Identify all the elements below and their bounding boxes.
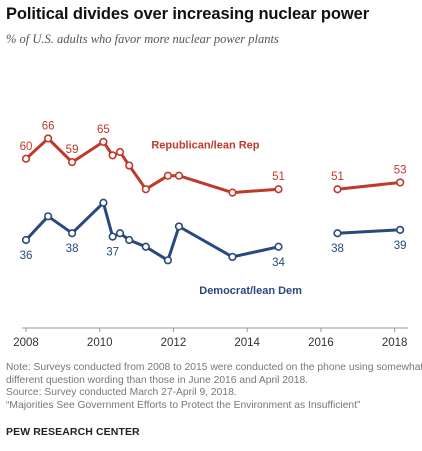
republican-series-line bbox=[336, 181, 402, 191]
republican-data-label: 60 bbox=[20, 141, 33, 153]
democrat-data-label: 39 bbox=[394, 240, 407, 252]
democrat-data-point bbox=[163, 256, 173, 265]
democrat-data-point bbox=[174, 222, 184, 231]
republican-data-point bbox=[163, 171, 173, 180]
x-tick-label: 2014 bbox=[234, 337, 260, 349]
line-chart: 2008 2010 2012 2014 2016 2018 60 66 59 65 51 51 53 36… bbox=[13, 120, 408, 349]
republican-data-label: 59 bbox=[66, 144, 79, 156]
source-line: Source: Survey conducted March 27-April … bbox=[6, 387, 237, 399]
source-label: PEW RESEARCH CENTER bbox=[6, 426, 140, 438]
democrat-data-point bbox=[115, 229, 125, 238]
chart-title: Political divides over increasing nuclea… bbox=[6, 5, 370, 23]
republican-data-label: 51 bbox=[331, 171, 344, 183]
republican-data-label: 65 bbox=[97, 124, 110, 136]
democrat-series-label: Democrat/lean Dem bbox=[199, 285, 302, 297]
republican-data-point bbox=[274, 185, 283, 194]
republican-data-point bbox=[396, 178, 405, 187]
democrat-data-label: 38 bbox=[66, 243, 79, 255]
democrat-data-label: 37 bbox=[106, 247, 119, 259]
republican-series-label: Republican/lean Rep bbox=[151, 140, 259, 152]
democrat-data-point bbox=[141, 242, 150, 251]
x-tick-label: 2012 bbox=[161, 337, 187, 349]
x-tick-label: 2016 bbox=[308, 337, 334, 349]
chart-subtitle: % of U.S. adults who favor more nuclear … bbox=[6, 32, 279, 46]
republican-data-point bbox=[108, 151, 117, 160]
republican-data-point bbox=[174, 171, 184, 180]
republican-data-point bbox=[333, 185, 342, 194]
note-line: different question wording than those in… bbox=[6, 374, 309, 386]
republican-data-point bbox=[115, 147, 125, 157]
x-tick-label: 2018 bbox=[382, 337, 408, 349]
report-title-line: “Majorities See Government Efforts to Pr… bbox=[6, 399, 361, 411]
democrat-data-point bbox=[228, 252, 237, 262]
democrat-data-point bbox=[99, 198, 108, 207]
democrat-data-point bbox=[108, 232, 117, 241]
democrat-data-label: 36 bbox=[20, 250, 33, 262]
x-tick-label: 2008 bbox=[13, 337, 39, 349]
democrat-data-point bbox=[125, 235, 134, 245]
democrat-data-label: 34 bbox=[272, 257, 285, 269]
republican-data-label: 53 bbox=[394, 164, 407, 176]
republican-data-point bbox=[125, 161, 134, 170]
republican-data-label: 66 bbox=[42, 120, 55, 132]
republican-data-point bbox=[141, 185, 150, 194]
republican-data-point bbox=[44, 134, 53, 143]
democrat-data-point bbox=[274, 242, 283, 251]
chart-notes: Note: Surveys conducted from 2008 to 201… bbox=[6, 362, 422, 412]
democrat-data-point bbox=[21, 235, 31, 245]
democrat-series-line bbox=[24, 201, 280, 262]
democrat-data-point bbox=[396, 225, 405, 234]
republican-data-point bbox=[67, 158, 77, 167]
republican-data-point bbox=[228, 188, 237, 197]
x-tick-label: 2010 bbox=[87, 337, 113, 349]
democrat-data-label: 38 bbox=[331, 243, 344, 255]
democrat-data-point bbox=[44, 212, 53, 221]
democrat-data-point bbox=[333, 229, 342, 238]
democrat-data-point bbox=[67, 229, 77, 238]
note-line: Note: Surveys conducted from 2008 to 201… bbox=[6, 362, 422, 373]
republican-data-point bbox=[21, 154, 31, 163]
republican-series-line bbox=[24, 137, 280, 195]
republican-data-label: 51 bbox=[272, 171, 285, 183]
republican-data-point bbox=[99, 137, 108, 146]
democrat-series-line bbox=[336, 228, 402, 235]
